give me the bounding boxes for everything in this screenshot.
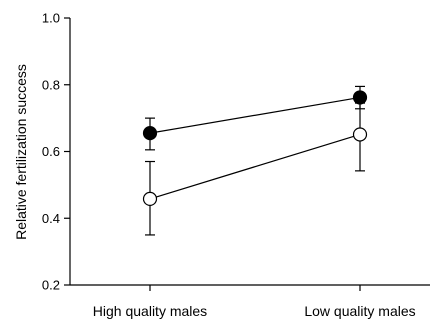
axes: [69, 18, 430, 291]
y-axis-title: Relative fertilization success: [13, 64, 29, 240]
data-point: [142, 126, 158, 141]
series-group: [142, 85, 368, 236]
x-category-label: Low quality males: [304, 303, 415, 319]
data-point: [352, 127, 368, 142]
y-tick-label: 1.0: [42, 11, 60, 26]
series-2: [142, 102, 368, 236]
series-1: [142, 85, 368, 151]
series-line: [149, 133, 361, 200]
series-line: [149, 96, 361, 134]
y-tick-label: 0.2: [42, 278, 60, 293]
x-category-labels: High quality males Low quality males: [93, 303, 416, 319]
x-category-label: High quality males: [93, 303, 207, 319]
y-tick-label: 0.8: [42, 77, 60, 92]
y-tick-label: 0.6: [42, 144, 60, 159]
data-point: [142, 191, 158, 206]
data-point: [352, 90, 368, 105]
y-tick-label: 0.4: [42, 211, 60, 226]
y-ticks: 0.2 0.4 0.6 0.8 1.0: [42, 11, 70, 293]
